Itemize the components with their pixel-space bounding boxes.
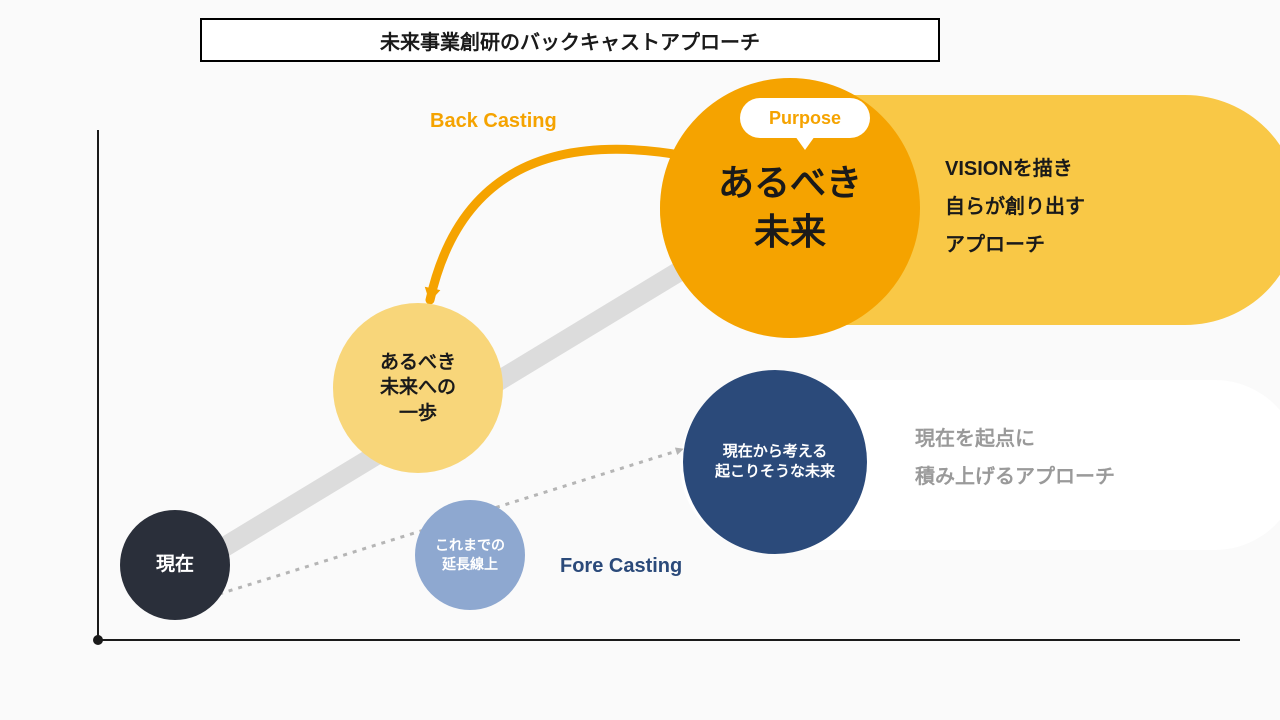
extension-line2: 延長線上 <box>442 555 498 574</box>
future-goal-line1: あるべき <box>718 159 862 208</box>
desc-backcast-l3: アプローチ <box>945 226 1085 264</box>
step-line2: 未来への <box>380 375 456 401</box>
label-fore-casting: Fore Casting <box>560 555 682 578</box>
backcast-arrow <box>430 149 680 300</box>
purpose-tag: Purpose <box>740 98 870 138</box>
circle-present: 現在 <box>120 510 230 620</box>
likely-future-line2: 起こりそうな未来 <box>715 462 835 482</box>
backcast-arrowhead <box>425 287 441 302</box>
step-line1: あるべき <box>380 350 456 376</box>
extension-line1: これまでの <box>435 536 505 555</box>
axis-origin-dot <box>93 635 103 645</box>
step-line3: 一歩 <box>399 401 437 427</box>
circle-step: あるべき 未来への 一歩 <box>333 303 503 473</box>
diagram-title: 未来事業創研のバックキャストアプローチ <box>200 18 940 62</box>
purpose-tail <box>795 136 815 150</box>
desc-backcast-l2: 自らが創り出す <box>945 188 1085 226</box>
desc-forecast-l2: 積み上げるアプローチ <box>915 458 1115 496</box>
circle-extension: これまでの 延長線上 <box>415 500 525 610</box>
desc-forecast-l1: 現在を起点に <box>915 420 1115 458</box>
desc-backcast: VISIONを描き 自らが創り出す アプローチ <box>945 150 1085 264</box>
circle-likely-future: 現在から考える 起こりそうな未来 <box>683 370 867 554</box>
desc-forecast: 現在を起点に 積み上げるアプローチ <box>915 420 1115 496</box>
likely-future-line1: 現在から考える <box>723 442 828 462</box>
label-back-casting: Back Casting <box>430 110 557 133</box>
desc-backcast-l1: VISIONを描き <box>945 150 1085 188</box>
future-goal-line2: 未来 <box>754 208 826 257</box>
present-text: 現在 <box>156 552 194 578</box>
